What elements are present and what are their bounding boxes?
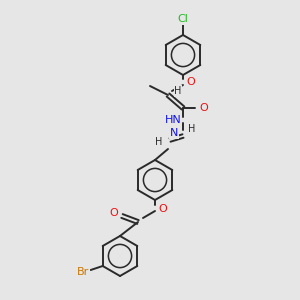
Text: H: H xyxy=(188,124,196,134)
Text: O: O xyxy=(110,208,118,218)
Text: Cl: Cl xyxy=(178,14,188,24)
Text: Br: Br xyxy=(76,267,89,277)
Text: H: H xyxy=(174,86,182,96)
Text: HN: HN xyxy=(165,115,182,125)
Text: O: O xyxy=(187,77,195,87)
Text: O: O xyxy=(200,103,208,113)
Text: O: O xyxy=(159,204,167,214)
Text: N: N xyxy=(169,128,178,138)
Text: H: H xyxy=(155,137,163,147)
